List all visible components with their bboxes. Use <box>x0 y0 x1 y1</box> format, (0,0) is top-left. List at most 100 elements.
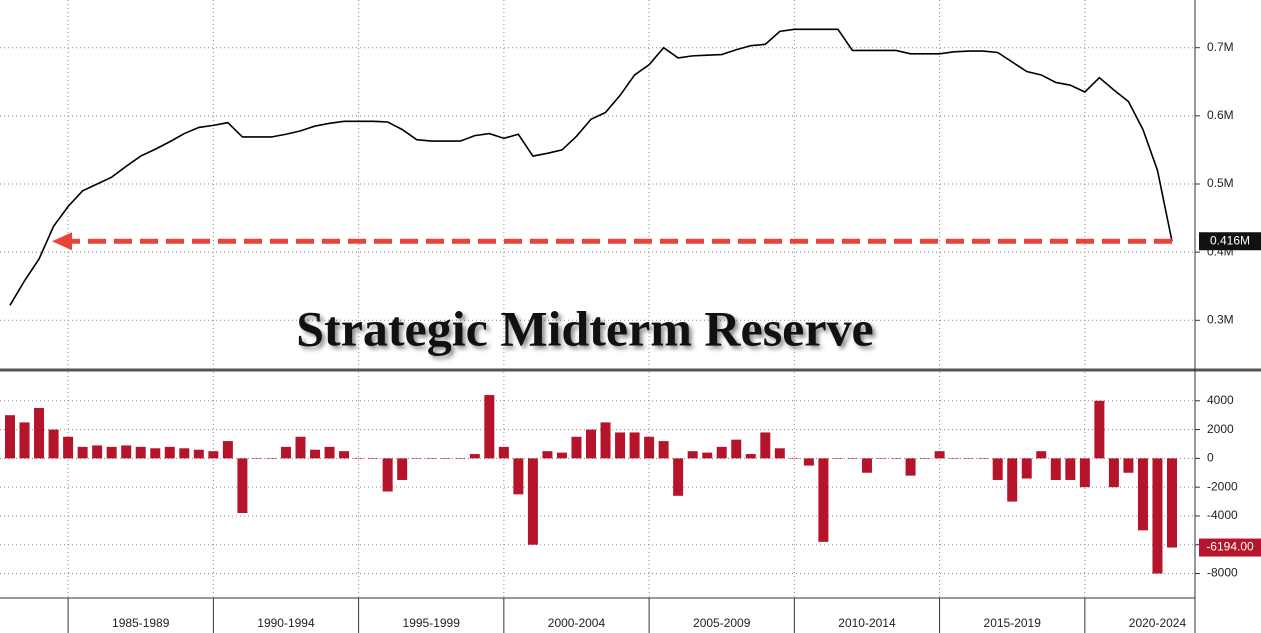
bar <box>615 432 626 459</box>
bar <box>905 458 916 476</box>
bar <box>1065 458 1076 480</box>
bar <box>629 432 640 459</box>
bar <box>992 458 1003 480</box>
y-tick-label: 0.5M <box>1207 176 1234 190</box>
bar <box>266 458 277 459</box>
x-tick-label: 1985-1989 <box>112 616 170 630</box>
bar <box>1167 458 1177 548</box>
x-tick-label: 1995-1999 <box>403 616 461 630</box>
bar <box>208 451 219 459</box>
bar <box>106 446 117 459</box>
bar <box>600 422 611 459</box>
bar <box>818 458 829 542</box>
bar <box>455 458 466 459</box>
bar <box>19 422 30 459</box>
bar <box>63 436 74 459</box>
bar <box>310 449 321 459</box>
bar <box>658 441 669 459</box>
bar <box>847 458 858 459</box>
bar <box>832 458 843 459</box>
x-tick-label: 2010-2014 <box>838 616 896 630</box>
bar <box>1007 458 1018 502</box>
bar <box>426 458 437 459</box>
annotation: Strategic Midterm Reserve <box>296 300 874 356</box>
last-value-label: -6194.00 <box>1206 540 1254 554</box>
bar <box>934 451 945 459</box>
bar <box>469 454 480 459</box>
bar <box>295 436 306 459</box>
bar <box>164 446 175 459</box>
line <box>9 28 1173 306</box>
bar <box>368 458 379 459</box>
bar <box>135 446 146 459</box>
y-tick-label: -4000 <box>1207 508 1238 522</box>
bar <box>1036 451 1047 459</box>
bar <box>716 446 727 459</box>
y-tick-label: 4000 <box>1207 393 1234 407</box>
x-tick-label: 2000-2004 <box>548 616 606 630</box>
bar <box>1079 458 1090 488</box>
bar <box>353 458 364 459</box>
y-tick-label: 0.7M <box>1207 40 1234 54</box>
bar <box>280 446 291 459</box>
last-value-label: 0.416M <box>1210 233 1250 247</box>
bar <box>702 452 713 459</box>
bar <box>222 441 233 459</box>
bar <box>251 458 262 459</box>
bar <box>571 436 582 459</box>
y-tick-label: 0 <box>1207 451 1214 465</box>
bar <box>498 446 509 459</box>
bar <box>861 458 872 473</box>
bar <box>1137 458 1148 531</box>
bar <box>397 458 408 480</box>
bar <box>774 448 785 459</box>
bar <box>1108 458 1119 488</box>
x-tick-label: 1990-1994 <box>257 616 315 630</box>
bar <box>949 458 960 459</box>
bar <box>1050 458 1061 480</box>
bar <box>1152 458 1163 574</box>
bar <box>556 452 567 459</box>
y-tick-label: 0.3M <box>1207 312 1234 326</box>
bar <box>1021 458 1032 479</box>
bar <box>891 458 902 459</box>
y-tick-label: -2000 <box>1207 479 1238 493</box>
bar <box>5 415 15 459</box>
bar <box>586 429 596 459</box>
bar <box>1094 400 1105 459</box>
last-value-box <box>1199 232 1261 251</box>
bar <box>34 407 45 459</box>
bar <box>731 439 742 459</box>
bar <box>48 429 59 459</box>
bar <box>803 458 814 466</box>
bar <box>150 448 161 459</box>
bar <box>1123 458 1134 473</box>
x-tick-label: 2015-2019 <box>984 616 1042 630</box>
bar <box>745 454 756 459</box>
bar <box>440 458 451 459</box>
bar <box>121 445 132 459</box>
bar <box>382 458 393 492</box>
bar <box>542 451 553 459</box>
bar <box>193 449 204 459</box>
x-tick-label: 2020-2024 <box>1129 616 1187 630</box>
bar <box>339 451 350 459</box>
y-tick-label: -8000 <box>1207 566 1238 580</box>
bar <box>484 395 495 459</box>
bar <box>789 458 800 459</box>
bar <box>876 458 887 459</box>
bar <box>920 458 931 459</box>
x-tick-label: 2005-2009 <box>693 616 751 630</box>
bar <box>687 451 698 459</box>
bar <box>963 458 974 459</box>
bar <box>179 448 190 459</box>
arrow-head <box>52 232 72 251</box>
bar <box>513 458 524 495</box>
bar <box>644 436 655 459</box>
bar <box>978 458 989 459</box>
y-tick-label: 0.6M <box>1207 108 1234 122</box>
bar <box>673 458 684 496</box>
bar <box>411 458 422 459</box>
